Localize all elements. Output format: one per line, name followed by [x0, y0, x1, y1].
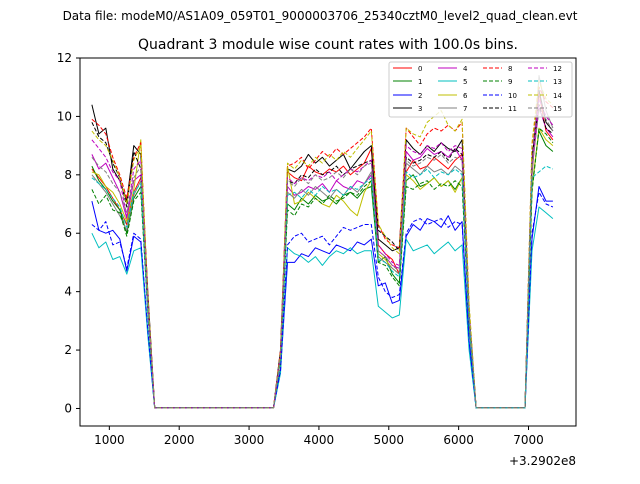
legend-label-3: 3 [418, 105, 422, 113]
legend-label-4: 4 [463, 65, 468, 73]
x-tick-label: 2000 [164, 433, 195, 447]
x-tick-label: 6000 [443, 433, 474, 447]
legend-frame [388, 61, 573, 118]
series-line-10 [91, 191, 554, 409]
y-tick-label: 6 [64, 226, 72, 240]
series-line-12 [91, 98, 554, 409]
series-layer [91, 75, 554, 409]
legend-label-2: 2 [418, 92, 422, 100]
series-line-2 [91, 186, 553, 409]
x-offset-label: +3.2902e8 [509, 454, 576, 468]
y-tick-label: 12 [57, 51, 72, 65]
x-axis: 1000 2000 3000 4000 5000 6000 7000 [94, 426, 544, 447]
axes-frame [79, 57, 577, 427]
y-tick-label: 2 [64, 343, 72, 357]
legend-label-9: 9 [508, 78, 512, 86]
legend-label-8: 8 [508, 65, 512, 73]
legend-label-7: 7 [463, 105, 467, 113]
x-tick-label: 4000 [304, 433, 335, 447]
y-tick-label: 8 [64, 168, 72, 182]
series-line-6 [91, 127, 554, 409]
legend-label-14: 14 [553, 92, 562, 100]
legend-label-12: 12 [553, 65, 562, 73]
x-tick-label: 3000 [234, 433, 265, 447]
x-tick-label: 5000 [374, 433, 405, 447]
y-tick-label: 0 [64, 401, 72, 415]
legend-label-0: 0 [418, 65, 422, 73]
legend-label-15: 15 [553, 105, 562, 113]
chart-title: Quadrant 3 module wise count rates with … [138, 37, 518, 53]
legend-label-11: 11 [508, 105, 517, 113]
series-line-11 [91, 104, 554, 409]
series-line-7 [91, 75, 554, 409]
series-line-13 [91, 165, 554, 409]
data-file-suptitle: Data file: modeM0/AS1A09_059T01_90000037… [63, 9, 578, 23]
y-tick-label: 4 [64, 285, 72, 299]
x-tick-label: 7000 [513, 433, 544, 447]
legend-label-5: 5 [463, 78, 467, 86]
legend-label-10: 10 [508, 92, 517, 100]
legend-label-13: 13 [553, 78, 562, 86]
series-line-8 [91, 86, 554, 409]
legend-label-6: 6 [463, 92, 468, 100]
series-line-9 [91, 127, 554, 409]
series-line-5 [91, 206, 554, 409]
y-axis: 0 2 4 6 8 10 12 [57, 51, 80, 415]
legend-label-1: 1 [418, 78, 422, 86]
series-line-3 [91, 89, 554, 409]
series-line-1 [91, 130, 554, 409]
x-tick-label: 1000 [94, 433, 125, 447]
series-line-15 [91, 110, 554, 409]
y-tick-label: 10 [57, 109, 72, 123]
series-line-4 [91, 107, 554, 409]
series-line-14 [91, 80, 554, 409]
